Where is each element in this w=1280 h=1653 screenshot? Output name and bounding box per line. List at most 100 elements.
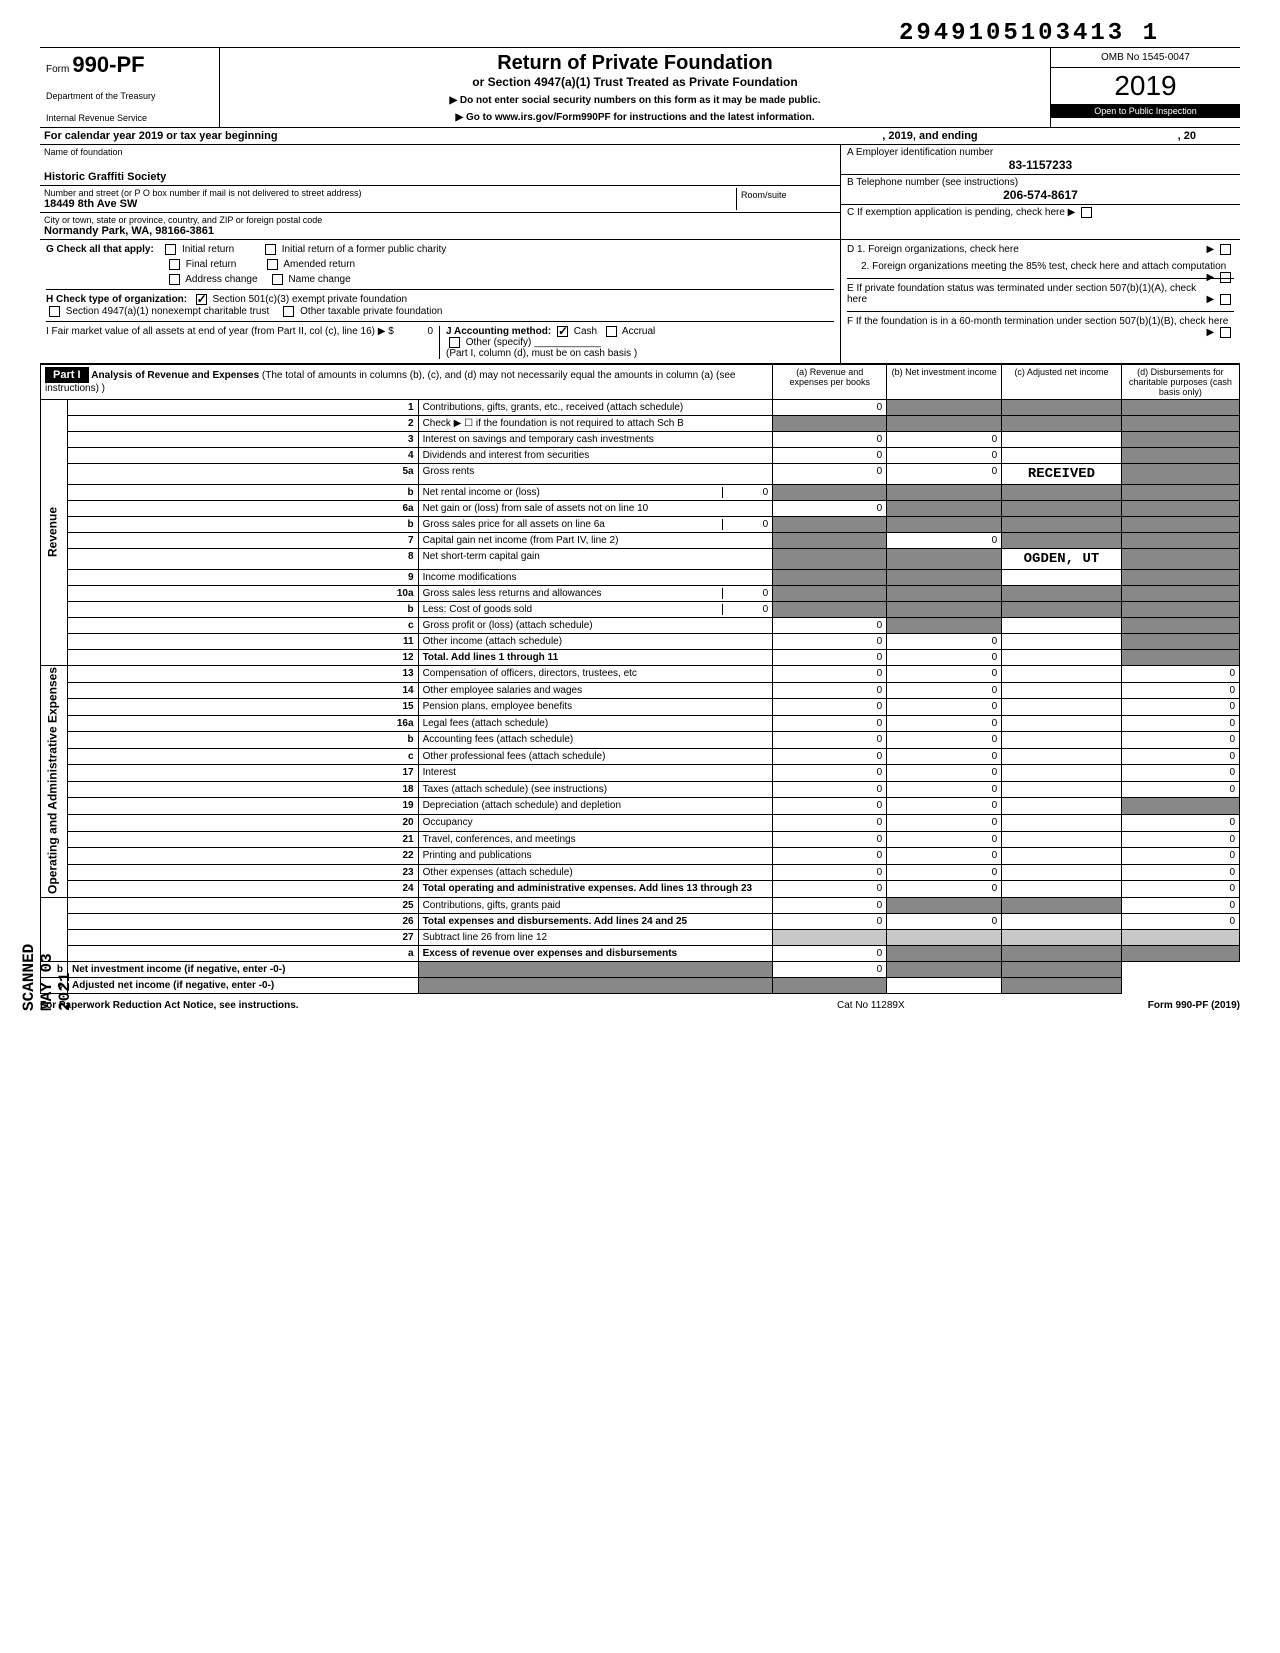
col-c-value (1002, 569, 1122, 585)
other-method-checkbox[interactable] (449, 337, 460, 348)
col-c-value (1002, 699, 1122, 716)
exemption-checkbox[interactable] (1081, 207, 1092, 218)
d2-label: 2. Foreign organizations meeting the 85%… (861, 261, 1226, 272)
phone-label: B Telephone number (see instructions) (847, 177, 1234, 188)
col-b-header: (b) Net investment income (887, 364, 1002, 399)
line-description: Net short-term capital gain (418, 548, 773, 569)
col-a-value (773, 415, 887, 431)
table-row: bNet investment income (if negative, ent… (41, 961, 1240, 977)
accrual-checkbox[interactable] (606, 326, 617, 337)
initial-return-checkbox[interactable] (165, 244, 176, 255)
line-description: Contributions, gifts, grants paid (418, 897, 773, 913)
cal-year-text1: For calendar year 2019 or tax year begin… (44, 130, 278, 142)
col-b-value (887, 601, 1002, 617)
line-description: Less: Cost of goods sold 0 (418, 601, 773, 617)
d2-checkbox[interactable] (1220, 272, 1231, 283)
col-d-value (1121, 649, 1239, 665)
col-b-value: 0 (887, 864, 1002, 881)
col-c-value (1002, 848, 1122, 865)
col-a-value: 0 (773, 831, 887, 848)
part1-title: Analysis of Revenue and Expenses (91, 370, 259, 381)
line-description: Other income (attach schedule) (418, 633, 773, 649)
table-row: bLess: Cost of goods sold 0 (41, 601, 1240, 617)
line-number: 19 (68, 798, 419, 815)
col-b-value: 0 (887, 881, 1002, 898)
table-row: cAdjusted net income (if negative, enter… (41, 977, 1240, 993)
col-d-value (1121, 601, 1239, 617)
e-checkbox[interactable] (1220, 294, 1231, 305)
col-a-value (418, 977, 773, 993)
col-c-value (1002, 585, 1122, 601)
col-c-value (1002, 415, 1122, 431)
col-c-header: (c) Adjusted net income (1002, 364, 1122, 399)
line-number: 22 (68, 848, 419, 865)
line-number: b (68, 732, 419, 749)
col-c-value: RECEIVED (1002, 463, 1122, 484)
line-number: 20 (68, 815, 419, 832)
amended-return-checkbox[interactable] (267, 259, 278, 270)
omb-number: OMB No 1545-0047 (1051, 48, 1240, 68)
col-a-value: 0 (773, 945, 887, 961)
col-c-value (1002, 913, 1122, 929)
table-row: 11Other income (attach schedule)00 (41, 633, 1240, 649)
col-b-value: 0 (887, 431, 1002, 447)
revenue-side-label: Revenue (41, 399, 68, 665)
line-description: Interest on savings and temporary cash i… (418, 431, 773, 447)
4947-label: Section 4947(a)(1) nonexempt charitable … (66, 306, 269, 317)
col-c-value (1002, 815, 1122, 832)
col-d-value (1002, 977, 1122, 993)
col-d-value (1121, 798, 1239, 815)
table-row: 24Total operating and administrative exp… (41, 881, 1240, 898)
other-taxable-checkbox[interactable] (283, 306, 294, 317)
ein-label: A Employer identification number (847, 147, 1234, 158)
col-b-value (887, 516, 1002, 532)
line-description: Compensation of officers, directors, tru… (418, 665, 773, 682)
col-b-value: 0 (773, 961, 887, 977)
col-c-value (1002, 601, 1122, 617)
table-row: 20Occupancy000 (41, 815, 1240, 832)
final-return-checkbox[interactable] (169, 259, 180, 270)
501c3-checkbox[interactable] (196, 294, 207, 305)
col-a-value: 0 (773, 815, 887, 832)
col-a-value: 0 (773, 447, 887, 463)
line-description: Other expenses (attach schedule) (418, 864, 773, 881)
cash-label: Cash (574, 326, 597, 337)
f-checkbox[interactable] (1220, 327, 1231, 338)
scanned-stamp: SCANNED MAY 03 2021 (20, 940, 74, 1011)
city-label: City or town, state or province, country… (44, 215, 836, 225)
d1-checkbox[interactable] (1220, 244, 1231, 255)
address-change-checkbox[interactable] (169, 274, 180, 285)
col-a-value (773, 484, 887, 500)
col-c-value (1002, 665, 1122, 682)
cash-checkbox[interactable] (557, 326, 568, 337)
col-a-value: 0 (773, 633, 887, 649)
line-number: 26 (68, 913, 419, 929)
col-c-value (887, 977, 1002, 993)
g-label: G Check all that apply: (46, 244, 154, 255)
col-a-value: 0 (773, 715, 887, 732)
table-row: 5aGross rents00RECEIVED (41, 463, 1240, 484)
col-b-value: 0 (887, 699, 1002, 716)
line-description: Gross rents (418, 463, 773, 484)
col-d-value: 0 (1121, 765, 1239, 782)
col-b-value: 0 (887, 447, 1002, 463)
city-row: City or town, state or province, country… (40, 213, 840, 239)
line-number: 6a (68, 500, 419, 516)
section-g-h-row: G Check all that apply: Initial return I… (40, 240, 1240, 364)
table-row: 26Total expenses and disbursements. Add … (41, 913, 1240, 929)
initial-former-checkbox[interactable] (265, 244, 276, 255)
col-d-value (1121, 431, 1239, 447)
line-number: b (68, 484, 419, 500)
name-change-checkbox[interactable] (272, 274, 283, 285)
col-d-value: 0 (1121, 781, 1239, 798)
col-d-value: 0 (1121, 748, 1239, 765)
line-description: Net rental income or (loss) 0 (418, 484, 773, 500)
col-a-value: 0 (773, 500, 887, 516)
room-suite-cell: Room/suite (736, 188, 836, 210)
col-c-value (1002, 431, 1122, 447)
4947-checkbox[interactable] (49, 306, 60, 317)
col-b-value (887, 945, 1002, 961)
table-row: cGross profit or (loss) (attach schedule… (41, 617, 1240, 633)
col-b-value: 0 (887, 633, 1002, 649)
col-d-value (1121, 484, 1239, 500)
